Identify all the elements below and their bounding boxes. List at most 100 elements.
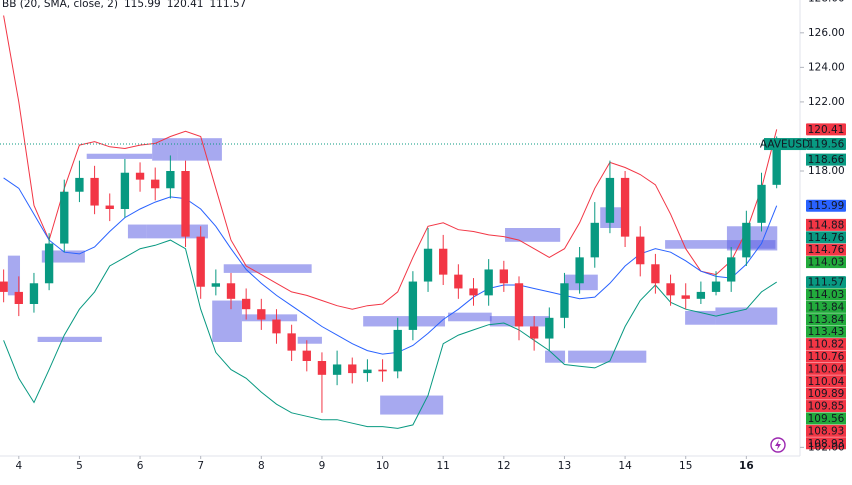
candle-body: [439, 248, 448, 275]
zone: [152, 138, 178, 161]
band-basis: [3, 177, 778, 355]
candle-body: [226, 283, 236, 299]
y-tick-label: 122.00: [808, 96, 845, 108]
candle-body: [529, 326, 539, 339]
price-tag-label: 113.84: [808, 301, 845, 313]
candle-body: [711, 281, 721, 292]
candle-body: [772, 144, 781, 185]
upper-tag-label: 120.41: [808, 124, 845, 136]
candle-body: [454, 274, 463, 289]
lower-tag-label: 111.57: [808, 277, 845, 289]
candle-body: [696, 291, 706, 299]
symbol-label: AAVEUSD: [760, 139, 810, 151]
candle-body: [651, 264, 660, 284]
zone: [7, 255, 21, 296]
candle-body: [120, 172, 130, 209]
candle-body: [408, 281, 418, 330]
price-tag: [806, 288, 846, 301]
y-tick-label: 128.00: [808, 0, 845, 4]
zone: [505, 228, 561, 242]
zone: [363, 316, 446, 327]
candle-body: [727, 257, 736, 282]
candle-body: [363, 369, 372, 374]
candle-body: [196, 236, 205, 287]
zone: [127, 224, 147, 239]
zone: [146, 224, 208, 239]
band-lower: [3, 239, 777, 429]
price-tag: [806, 387, 846, 400]
zone: [448, 312, 492, 322]
candle-body: [742, 222, 751, 258]
price-tag-label: 110.76: [808, 351, 845, 363]
y-tick-label: 102.00: [808, 441, 845, 453]
price-tag-label: 114.76: [808, 232, 845, 244]
x-tick-label: 16: [739, 460, 754, 472]
symbol-tag: [764, 138, 806, 151]
candle-body: [332, 364, 342, 375]
price-tag-label: 108.93: [808, 425, 845, 437]
price-tag: [806, 400, 846, 413]
candle-body: [484, 269, 493, 296]
candle-body: [636, 236, 645, 265]
candle-body: [29, 283, 39, 304]
price-tag: [806, 424, 846, 437]
candle-body: [469, 288, 478, 296]
last-price-tag: [806, 138, 846, 151]
price-tag-label: 118.66: [808, 154, 845, 166]
price-tag: [806, 362, 846, 375]
price-tag: [806, 243, 846, 256]
candle-body: [620, 177, 630, 237]
candle-body: [590, 222, 599, 258]
basis-tag: [806, 199, 846, 212]
basis-tag-label: 115.99: [808, 200, 845, 212]
zone: [568, 350, 647, 363]
price-tag-label: 114.76: [808, 244, 845, 256]
price-tag-label: 114.03: [808, 257, 845, 269]
y-tick-label: 126.00: [808, 27, 845, 39]
price-tag: [806, 350, 846, 363]
candle-body: [545, 317, 554, 339]
x-tick-label: 14: [618, 460, 632, 472]
legend: BB (20, SMA, close, 2) 115.99 120.41 111.5…: [2, 0, 246, 10]
band-upper: [3, 15, 778, 310]
price-tag: [806, 218, 846, 231]
price-tag-label: 109.85: [808, 401, 845, 413]
candle-body: [75, 177, 84, 192]
alert-icon[interactable]: [770, 437, 786, 453]
price-tag-label: 110.04: [808, 363, 845, 375]
zone: [37, 336, 102, 342]
price-tag-label: 108.93: [808, 438, 845, 450]
last-price-tag-label: 119.56: [808, 139, 845, 151]
candle-body: [666, 283, 675, 296]
candle-body: [135, 172, 145, 180]
candle-body: [317, 361, 327, 375]
price-tag: [806, 338, 846, 351]
candle-body: [393, 329, 402, 372]
candle-body: [560, 283, 569, 318]
x-tick-label: 9: [319, 460, 326, 472]
candle-body: [14, 291, 23, 304]
x-tick-label: 4: [15, 460, 22, 472]
candle-body: [423, 248, 433, 282]
price-tag: [806, 313, 846, 326]
zone: [297, 336, 322, 344]
upper-tag: [806, 123, 846, 136]
price-tag-label: 113.43: [808, 326, 845, 338]
price-tag-label: 114.88: [808, 219, 845, 231]
indicator-label: BB (20, SMA, close, 2): [2, 0, 118, 10]
price-tag-label: 110.82: [808, 339, 845, 351]
price-tag-label: 109.56: [808, 413, 845, 425]
candle-body: [105, 205, 114, 209]
zone: [685, 310, 716, 325]
zone: [223, 264, 312, 273]
candle-body: [44, 243, 54, 284]
candle-body: [90, 177, 99, 206]
price-tag: [806, 437, 846, 450]
plot-area: [0, 15, 800, 429]
price-tag-label: 110.04: [808, 376, 845, 388]
price-tag: [806, 375, 846, 388]
price-tag: [806, 412, 846, 425]
candle-body: [681, 295, 690, 299]
